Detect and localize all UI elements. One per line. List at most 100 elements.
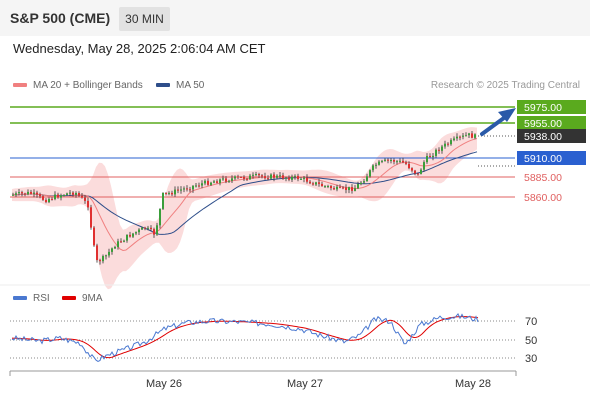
candle-body: [423, 162, 425, 170]
candle-body: [135, 232, 137, 234]
candle-body: [471, 133, 473, 138]
candle-body: [303, 177, 305, 179]
candle-body: [192, 185, 194, 190]
candle-body: [84, 197, 86, 201]
candle-body: [39, 194, 41, 197]
candle-body: [189, 189, 191, 191]
candle-body: [342, 187, 344, 189]
candle-body: [96, 245, 98, 261]
candle-body: [306, 177, 308, 182]
candle-body: [207, 180, 209, 185]
candle-body: [366, 176, 368, 182]
candle-body: [150, 227, 152, 230]
bollinger-band: [12, 127, 477, 290]
candle-body: [396, 161, 398, 163]
candle-body: [198, 185, 200, 187]
candle-body: [456, 136, 458, 139]
rsi-swatch-icon: [13, 296, 27, 301]
candle-body: [144, 227, 146, 229]
candle-body: [360, 182, 362, 185]
candle-body: [468, 133, 470, 136]
rsi-9ma-line: [11, 316, 479, 359]
candle-body: [171, 192, 173, 195]
candle-body: [126, 234, 128, 241]
candle-body: [414, 170, 416, 174]
candle-body: [429, 156, 431, 157]
candle-body: [351, 187, 353, 191]
candle-body: [255, 174, 257, 175]
rsi-tick-50: 50: [525, 335, 537, 347]
candle-body: [78, 193, 80, 196]
candle-body: [90, 207, 92, 228]
candle-body: [378, 161, 380, 165]
candle-body: [291, 176, 293, 180]
candle-body: [225, 178, 227, 182]
candle-body: [333, 188, 335, 190]
candle-body: [45, 199, 47, 203]
candle-body: [81, 195, 83, 198]
candle-body: [30, 191, 32, 194]
candle-body: [432, 155, 434, 157]
candle-body: [177, 189, 179, 191]
9ma-swatch-icon: [62, 296, 76, 301]
candle-body: [180, 189, 182, 191]
legend-ma20-label: MA 20 + Bollinger Bands: [33, 80, 143, 91]
candle-body: [243, 177, 245, 179]
candle-body: [393, 160, 395, 162]
candle-body: [123, 240, 125, 242]
candle-body: [405, 162, 407, 164]
candle-body: [12, 194, 14, 196]
candle-body: [93, 227, 95, 246]
level-label-5955.00: 5955.00: [524, 118, 562, 130]
level-label-5975.00: 5975.00: [524, 102, 562, 114]
candle-body: [450, 140, 452, 145]
candle-body: [453, 138, 455, 141]
candle-body: [339, 186, 341, 188]
candle-body: [246, 178, 248, 180]
candle-body: [120, 241, 122, 243]
candle-body: [459, 136, 461, 138]
candle-body: [237, 176, 239, 178]
candle-body: [420, 169, 422, 174]
candle-body: [264, 176, 266, 179]
candle-body: [345, 187, 347, 190]
candlesticks: [12, 131, 476, 265]
candle-body: [87, 200, 89, 208]
legend-rsi-label: RSI: [33, 293, 50, 304]
candle-body: [390, 160, 392, 161]
candle-body: [141, 227, 143, 230]
candle-body: [60, 195, 62, 198]
candle-body: [261, 175, 263, 177]
candle-body: [21, 192, 23, 194]
credit-text: Research © 2025 Trading Central: [430, 80, 580, 91]
interval-button[interactable]: 30 MIN: [119, 7, 170, 31]
candle-body: [369, 170, 371, 177]
level-tag-5975.00: [517, 100, 586, 114]
candle-body: [57, 194, 59, 198]
candle-body: [102, 256, 104, 262]
candle-body: [381, 160, 383, 162]
candle-body: [183, 188, 185, 190]
candle-body: [327, 186, 329, 187]
candle-body: [465, 135, 467, 137]
timestamp: Wednesday, May 28, 2025 2:06:04 AM CET: [13, 41, 266, 56]
candle-body: [234, 176, 236, 179]
candle-body: [249, 175, 251, 180]
x-label-may28: May 28: [455, 378, 491, 390]
candle-body: [129, 234, 131, 237]
candle-body: [324, 186, 326, 188]
rsi-panel: 70 50 30: [10, 312, 537, 365]
candle-body: [63, 195, 65, 196]
candle-body: [438, 149, 440, 151]
candle-body: [15, 193, 17, 195]
candle-body: [252, 174, 254, 176]
candle-body: [75, 193, 77, 195]
candle-body: [231, 178, 233, 181]
candle-body: [69, 192, 71, 194]
legend-9ma: 9MA: [62, 293, 103, 304]
candle-body: [348, 187, 350, 190]
ma20-swatch-icon: [13, 83, 27, 88]
level-tag-5910.00: [517, 151, 586, 165]
candle-body: [42, 196, 44, 200]
